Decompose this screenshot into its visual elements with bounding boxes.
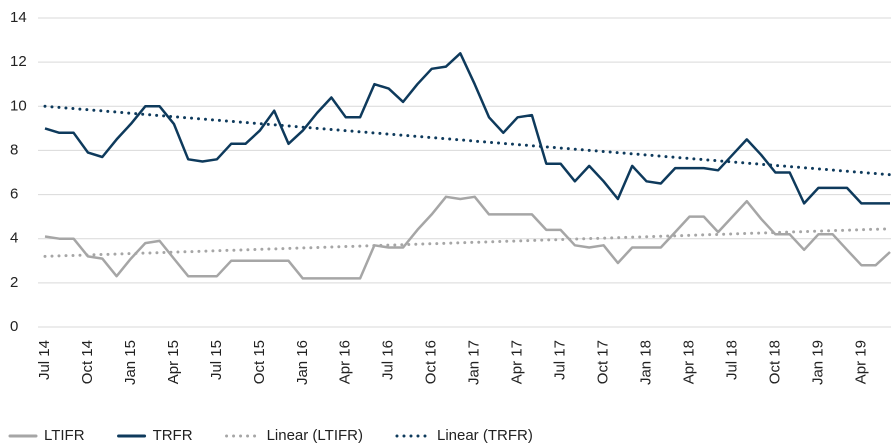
x-tick-label: Apr 18 [680,340,697,384]
x-tick-label: Oct 18 [766,340,783,384]
series-line [44,52,890,205]
x-tick-label: Jan 19 [809,340,826,385]
y-tick-label: 4 [10,230,18,247]
x-tick-label: Oct 16 [423,340,440,384]
x-tick-label: Jul 16 [380,340,397,380]
y-tick-label: 6 [10,186,18,203]
x-tick-label: Jul 18 [723,340,740,380]
y-tick-label: 12 [10,53,27,70]
x-tick-label: Jul 17 [552,340,569,380]
x-tick-label: Oct 15 [251,340,268,384]
x-tick-label: Jan 15 [122,340,139,385]
y-tick-label: 8 [10,141,18,158]
x-tick-label: Jan 16 [294,340,311,385]
x-tick-label: Oct 14 [79,340,96,384]
x-tick-label: Jul 14 [36,340,53,380]
x-tick-label: Jul 15 [208,340,225,380]
x-tick-label: Apr 17 [509,340,526,384]
x-tick-label: Jan 17 [466,340,483,385]
x-tick-label: Apr 19 [852,340,869,384]
x-tick-label: Oct 17 [595,340,612,384]
legend-label: TRFR [153,427,193,444]
legend-label: Linear (LTIFR) [267,427,363,444]
y-tick-label: 10 [10,97,27,114]
trend-line [43,227,891,258]
legend-label: LTIFR [44,427,85,444]
legend-label: Linear (TRFR) [437,427,533,444]
x-tick-label: Apr 15 [165,340,182,384]
x-tick-label: Jan 18 [637,340,654,385]
trend-line [43,104,891,177]
series-line [44,195,891,280]
y-tick-label: 0 [10,318,18,335]
x-tick-label: Apr 16 [337,340,354,384]
y-tick-label: 2 [10,274,18,291]
y-tick-label: 14 [10,9,27,26]
